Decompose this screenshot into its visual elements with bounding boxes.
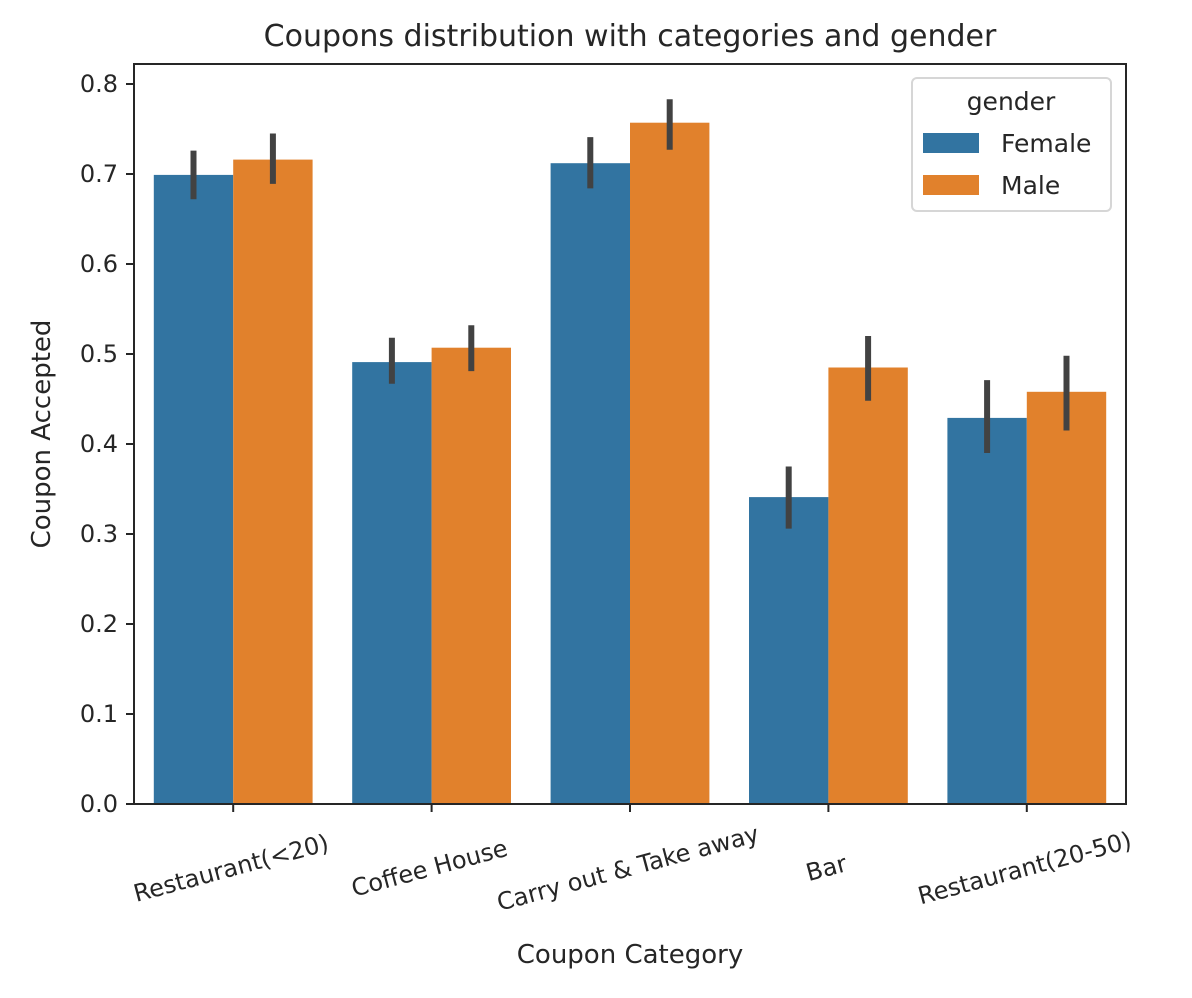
bar-restaurant-20-50-male <box>1026 391 1107 804</box>
y-axis: 0.0 0.1 0.2 0.3 0.4 0.5 0.6 0.7 0.8 <box>80 70 134 818</box>
bars-layer <box>153 122 1107 805</box>
y-tick-label: 0.1 <box>80 700 118 728</box>
legend-label-female: Female <box>1001 129 1091 158</box>
legend: gender Female Male <box>911 77 1112 212</box>
bar-bar-female <box>749 497 829 804</box>
y-tick-label: 0.3 <box>80 520 118 548</box>
legend-swatch-female <box>923 133 979 153</box>
y-tick-label: 0.6 <box>80 250 118 278</box>
y-tick-label: 0.5 <box>80 340 118 368</box>
chart-title: Coupons distribution with categories and… <box>264 19 997 54</box>
bar-restaurant-20-male <box>233 159 313 805</box>
error-bars-layer <box>190 99 1070 529</box>
x-axis-label: Coupon Category <box>517 940 743 970</box>
bar-bar-male <box>828 367 908 804</box>
bar-coffee-house-female <box>352 362 432 804</box>
y-tick-label: 0.8 <box>80 70 118 98</box>
legend-title: gender <box>967 87 1056 116</box>
y-tick-label: 0.7 <box>80 160 118 188</box>
y-tick-label: 0.4 <box>80 430 118 458</box>
x-tick-label: Restaurant(20-50) <box>915 826 1135 910</box>
y-tick-label: 0.0 <box>80 790 118 818</box>
x-tick-label: Restaurant(<20) <box>131 829 332 908</box>
legend-swatch-male <box>923 175 979 195</box>
bar-carry-out-take-away-female <box>550 163 630 804</box>
x-tick-label: Carry out & Take away <box>494 820 762 917</box>
bar-carry-out-take-away-male <box>630 122 710 804</box>
bar-restaurant-20-50-female <box>947 417 1027 804</box>
bar-coffee-house-male <box>431 347 511 804</box>
y-tick-label: 0.2 <box>80 610 118 638</box>
x-tick-label: Bar <box>803 849 850 887</box>
bar-restaurant-20-female <box>153 174 234 804</box>
legend-label-male: Male <box>1001 171 1060 200</box>
y-axis-label: Coupon Accepted <box>27 320 57 549</box>
x-tick-label: Coffee House <box>348 834 510 903</box>
